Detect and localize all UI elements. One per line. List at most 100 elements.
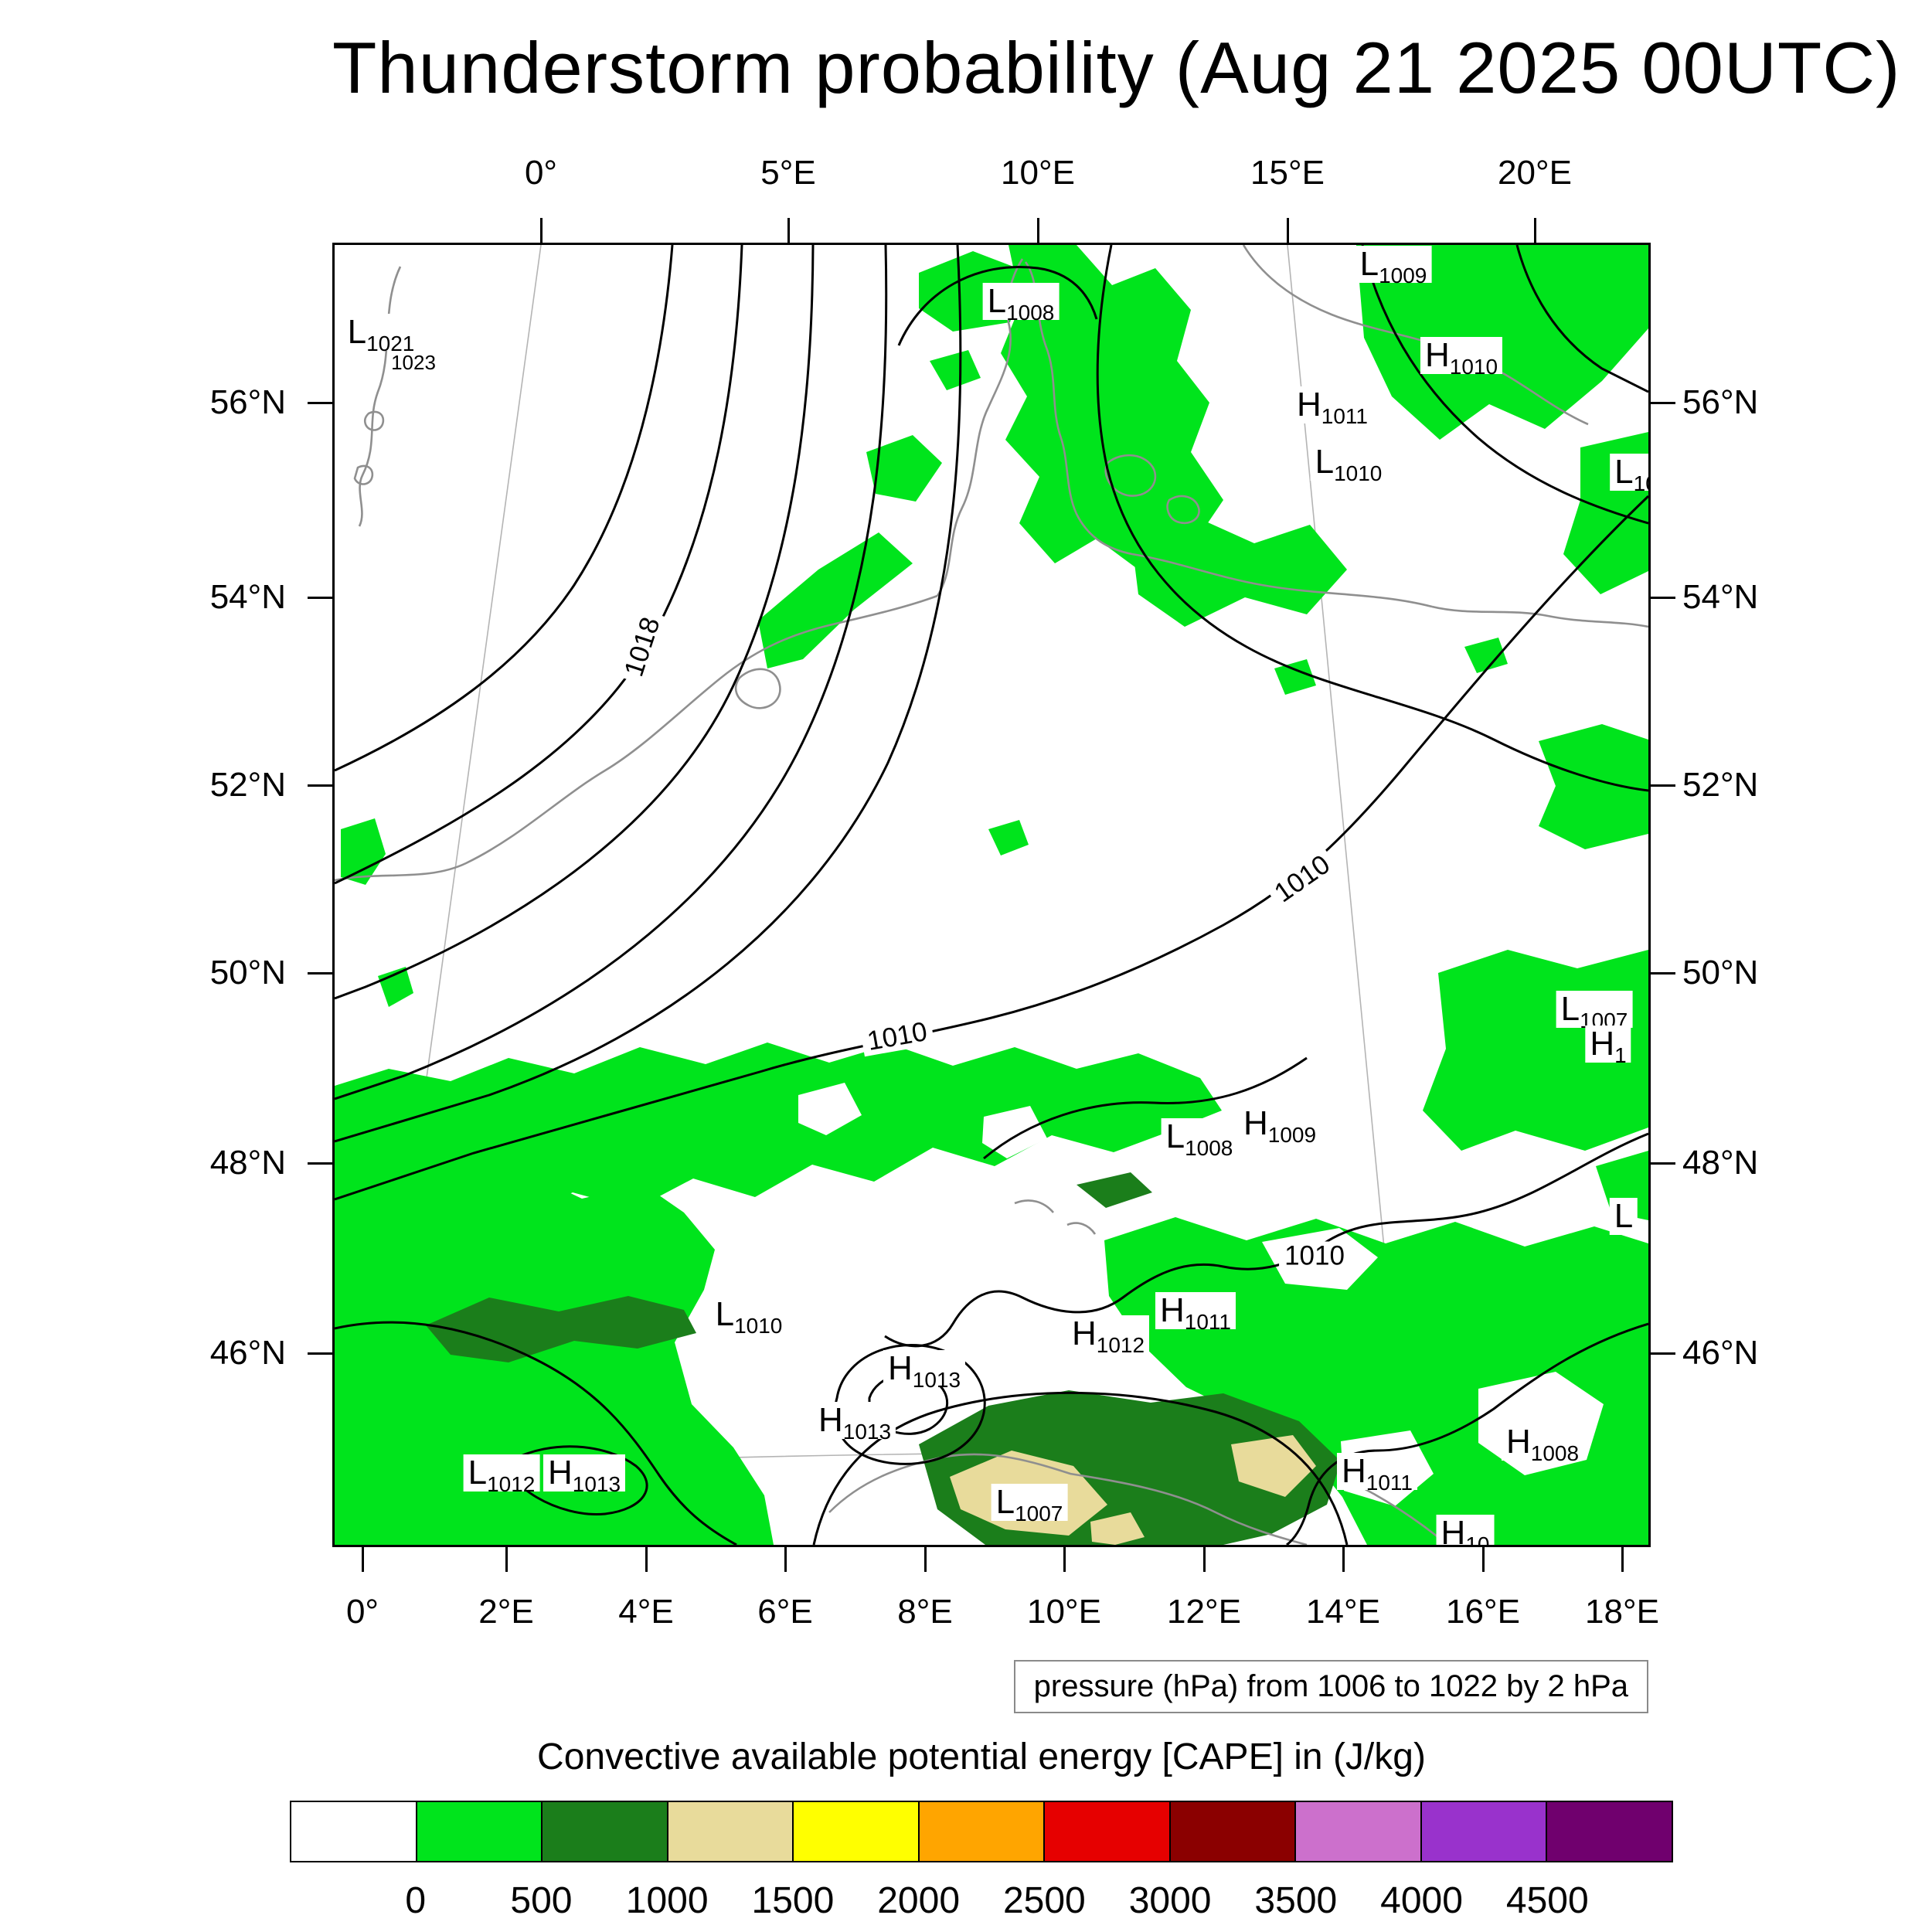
cape-region-green <box>1274 659 1316 695</box>
pressure-system-label: L1010 <box>710 1296 787 1337</box>
axis-label-bottom: 4°E <box>618 1593 674 1631</box>
axis-tick-right <box>1651 1352 1675 1355</box>
map-label-overlay: L1021L1008L1009H1010H1011L1010L10L1007H1… <box>335 245 1648 1545</box>
pressure-letter: L <box>468 1454 488 1492</box>
coastline-path <box>1024 261 1433 608</box>
pressure-value: 10 <box>1633 471 1648 495</box>
pressure-system-label: L10 <box>1610 454 1648 495</box>
pressure-value: 1011 <box>1366 1471 1413 1495</box>
station-value-label: 1023 <box>389 352 438 372</box>
contour-path <box>812 1391 1349 1545</box>
pressure-letter: H <box>1342 1452 1366 1490</box>
contour-path <box>884 1132 1648 1348</box>
pressure-letter: L <box>1560 990 1580 1028</box>
pressure-letter: H <box>1505 1423 1531 1461</box>
axis-tick-bottom <box>1342 1547 1345 1572</box>
colorbar-tick-label: 4000 <box>1380 1880 1463 1921</box>
coastline-path <box>1014 1199 1054 1213</box>
pressure-letter: H <box>1440 1514 1466 1547</box>
colorbar-tick-label: 1000 <box>625 1880 709 1921</box>
cape-region-tan <box>1231 1435 1316 1497</box>
axis-label-left: 46°N <box>209 1334 286 1372</box>
contour-path <box>335 495 1648 1201</box>
contour-value-label: 1010 <box>1264 846 1340 911</box>
pressure-system-label: L <box>1609 1198 1638 1235</box>
axis-label-right: 46°N <box>1682 1334 1759 1372</box>
axis-tick-left <box>308 971 332 975</box>
axis-label-bottom: 12°E <box>1167 1593 1241 1631</box>
contour-path <box>509 1445 648 1516</box>
contour-value-label: 1010 <box>1279 1241 1350 1270</box>
colorbar-tick-label: 3000 <box>1128 1880 1212 1921</box>
cape-region-green <box>988 820 1029 855</box>
pressure-letter: L <box>987 282 1007 320</box>
axis-tick-bottom <box>923 1547 927 1572</box>
axis-label-bottom: 10°E <box>1027 1593 1101 1631</box>
map-canvas <box>335 245 1648 1545</box>
axis-label-bottom: 16°E <box>1446 1593 1520 1631</box>
contour-path <box>335 245 674 772</box>
white-hole <box>798 1083 862 1135</box>
colorbar-tick-label: 4500 <box>1505 1880 1589 1921</box>
axis-label-bottom: 14°E <box>1306 1593 1380 1631</box>
pressure-system-label: H1013 <box>883 1350 966 1391</box>
pressure-value: 1011 <box>1184 1310 1231 1334</box>
pressure-system-label: H1012 <box>1066 1315 1150 1356</box>
pressure-letter: H <box>1297 386 1321 423</box>
pressure-value: 1009 <box>1267 1123 1317 1147</box>
pressure-letter: H <box>1590 1025 1615 1063</box>
colorbar-tick-label: 0 <box>405 1880 427 1921</box>
map-panel: L1021L1008L1009H1010H1011L1010L10L1007H1… <box>332 243 1651 1547</box>
colorbar-tick-label: 500 <box>510 1880 573 1921</box>
axis-tick-right <box>1651 784 1675 787</box>
colorbar-cell <box>668 1802 794 1861</box>
pressure-system-label: H1011 <box>1292 386 1372 427</box>
axis-label-right: 56°N <box>1682 383 1759 421</box>
pressure-system-label: L1012 <box>463 1454 540 1495</box>
pressure-letter: H <box>818 1401 843 1439</box>
pressure-value: 1 <box>1614 1043 1627 1067</box>
pressure-system-label: L1010 <box>1310 443 1387 485</box>
colorbar-tick-label: 2000 <box>877 1880 961 1921</box>
cape-region-green <box>341 818 386 885</box>
pressure-letter: L <box>1315 443 1335 481</box>
cape-region-tan <box>1090 1512 1145 1545</box>
colorbar-cell <box>1421 1802 1548 1861</box>
pressure-value: 1013 <box>912 1368 961 1392</box>
pressure-system-label: H1009 <box>1238 1105 1321 1146</box>
white-hole <box>982 1106 1047 1158</box>
contour-path <box>335 245 888 1100</box>
legend-title: Convective available potential energy [C… <box>537 1736 1426 1777</box>
axis-tick-bottom <box>1621 1547 1624 1572</box>
pressure-letter: H <box>547 1454 573 1492</box>
pressure-value: 1013 <box>572 1472 621 1496</box>
pressure-system-label: H10 <box>1436 1514 1495 1547</box>
axis-label-right: 48°N <box>1682 1144 1759 1182</box>
pressure-system-label: H1010 <box>1420 337 1503 378</box>
cape-region-green <box>1001 245 1223 570</box>
axis-label-left: 54°N <box>209 578 286 616</box>
cape-region-dark-green <box>1077 1172 1152 1208</box>
axis-tick-right <box>1651 596 1675 599</box>
coastlines <box>335 245 1648 1545</box>
axis-label-top: 15°E <box>1250 154 1325 192</box>
colorbar-cell <box>794 1802 920 1861</box>
contour-path <box>1286 1322 1648 1545</box>
pressure-value: 10 <box>1465 1532 1490 1547</box>
axis-tick-right <box>1651 971 1675 975</box>
cape-region-green <box>1131 515 1347 627</box>
axis-label-bottom: 18°E <box>1585 1593 1659 1631</box>
axis-tick-left <box>308 1352 332 1355</box>
axis-tick-left <box>308 401 332 404</box>
contour-path <box>335 245 815 1000</box>
coastline-path <box>734 668 781 709</box>
axis-label-right: 52°N <box>1682 766 1759 804</box>
axis-tick-top <box>1036 218 1039 243</box>
axis-tick-bottom <box>1202 1547 1206 1572</box>
axis-label-top: 0° <box>524 154 558 192</box>
pressure-system-label: L1008 <box>982 282 1060 324</box>
colorbar-cell <box>919 1802 1046 1861</box>
colorbar-cell <box>291 1802 417 1861</box>
colorbar-tick-label: 2500 <box>1002 1880 1086 1921</box>
